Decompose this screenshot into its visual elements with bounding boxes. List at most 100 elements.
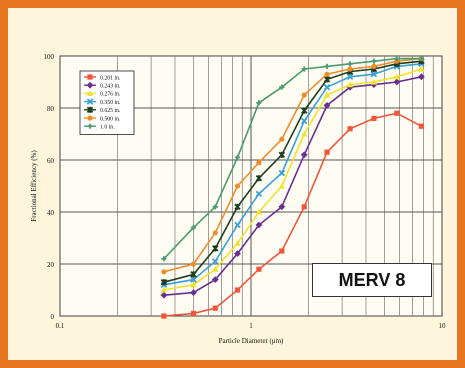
x-tick-label: 0.1 — [56, 322, 65, 330]
data-point — [212, 266, 219, 272]
data-point — [324, 149, 330, 155]
legend: 0.201 in. 0.243 in. 0.276 in. 0.350 in. 0.62… — [79, 70, 135, 135]
data-point — [212, 258, 219, 265]
data-point — [190, 225, 197, 231]
data-point — [278, 169, 286, 177]
series-7 — [161, 56, 424, 262]
series-line — [163, 68, 422, 291]
data-point — [234, 183, 241, 189]
series-line — [163, 57, 422, 273]
legend-label: 0.500 in. — [100, 116, 121, 122]
data-point — [256, 160, 262, 166]
legend-marker — [87, 74, 93, 80]
y-tick-label: 60 — [47, 157, 55, 165]
data-point — [301, 66, 307, 72]
data-point — [279, 136, 285, 142]
data-point — [393, 73, 401, 80]
data-point — [347, 61, 353, 67]
data-point — [371, 115, 377, 121]
data-point — [418, 56, 424, 62]
data-point — [211, 276, 219, 283]
data-point — [394, 56, 400, 62]
data-point — [161, 269, 167, 275]
data-point — [324, 63, 330, 69]
data-point — [323, 91, 331, 98]
data-point — [347, 66, 353, 72]
series-line — [163, 112, 422, 317]
x-tick-label: 1 — [249, 322, 253, 330]
data-point — [370, 70, 378, 78]
data-point — [278, 203, 286, 211]
data-point — [234, 240, 241, 246]
data-point — [161, 256, 167, 262]
data-point — [418, 65, 425, 72]
x-tick-label: 10 — [439, 322, 447, 330]
data-point — [346, 81, 354, 88]
data-point — [190, 310, 197, 316]
y-tick-label: 0 — [51, 313, 55, 321]
data-point — [212, 230, 218, 236]
data-point — [256, 100, 262, 106]
x-axis-title: Particle Diameter (μm) — [219, 337, 284, 345]
y-axis-title: Fractional Efficiency (%) — [30, 150, 38, 222]
data-point — [255, 208, 263, 215]
legend-label: 0.625 in. — [100, 108, 121, 114]
y-tick-label: 100 — [44, 53, 55, 61]
data-point — [394, 110, 400, 116]
legend-marker — [87, 123, 93, 129]
data-point — [190, 261, 197, 267]
data-point — [301, 117, 308, 125]
data-point — [255, 190, 263, 198]
data-point — [278, 151, 286, 159]
y-tick-label: 20 — [47, 261, 55, 269]
data-point — [418, 123, 424, 129]
data-point — [323, 102, 331, 109]
data-point — [160, 278, 168, 286]
data-point — [301, 107, 308, 114]
data-point — [234, 287, 241, 293]
data-point — [190, 289, 197, 296]
legend-label: 0.243 in. — [100, 84, 121, 90]
legend-label: 0.276 in. — [100, 92, 121, 98]
data-point — [190, 271, 197, 278]
legend-label: 0.350 in. — [100, 100, 121, 106]
merv-rating-badge: MERV 8 — [312, 263, 432, 297]
data-point — [301, 204, 307, 210]
data-point — [255, 174, 263, 182]
legend-label: 0.201 in. — [100, 75, 121, 81]
data-point — [279, 248, 285, 254]
series-4 — [160, 60, 425, 289]
data-point — [234, 154, 241, 160]
y-tick-label: 80 — [47, 105, 55, 113]
efficiency-chart: 0 20 40 60 80 100 0.1 1 10 Particle Diameter (μm)… — [30, 53, 447, 345]
series-3 — [160, 65, 425, 293]
series-5 — [160, 57, 425, 286]
data-point — [301, 92, 307, 98]
legend-marker — [87, 115, 93, 121]
data-point — [234, 203, 241, 211]
data-point — [190, 281, 197, 288]
legend-marker — [86, 90, 94, 96]
series-line — [163, 60, 422, 283]
data-point — [190, 276, 197, 283]
legend-marker — [86, 81, 94, 89]
series-line — [163, 76, 422, 296]
data-point — [393, 78, 401, 86]
data-point — [324, 71, 330, 77]
data-point — [417, 73, 425, 81]
legend-label: 1.0 in. — [100, 125, 115, 131]
data-point — [301, 130, 308, 137]
series-1 — [161, 110, 424, 319]
data-point — [161, 313, 167, 319]
data-point — [256, 266, 262, 272]
data-point — [371, 58, 377, 64]
legend-marker — [86, 106, 94, 114]
data-point — [394, 58, 400, 64]
data-point — [323, 76, 331, 83]
data-point — [278, 182, 286, 189]
data-point — [255, 221, 263, 229]
data-point — [370, 78, 378, 85]
data-point — [323, 83, 331, 91]
data-point — [212, 305, 218, 311]
